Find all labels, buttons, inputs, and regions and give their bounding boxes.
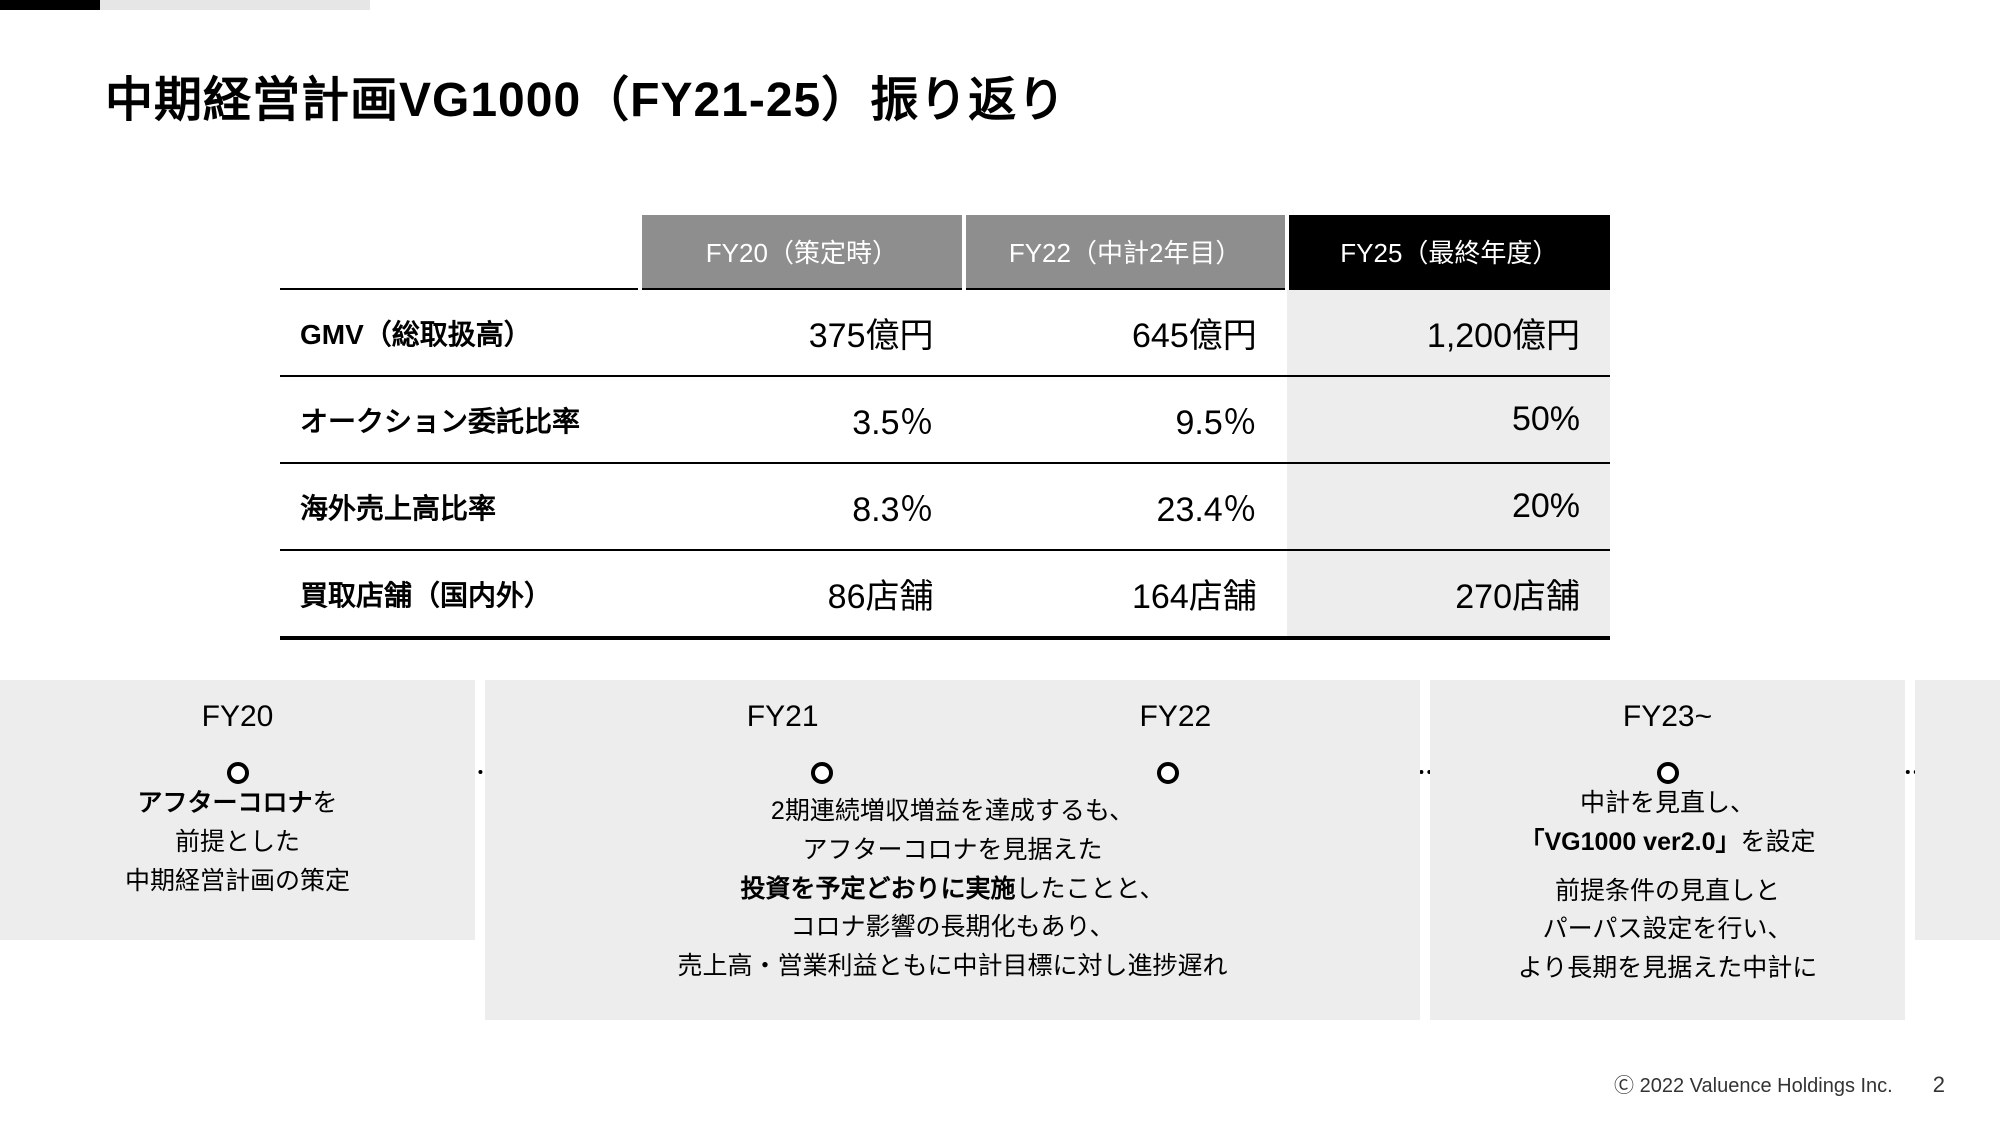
timeline-year: FY20 — [18, 700, 457, 734]
timeline-year: FY21 — [747, 700, 819, 734]
top-accent-gray — [100, 0, 370, 10]
table-row: GMV（総取扱高） 375億円 645億円 1,200億円 — [280, 289, 1610, 376]
timeline-body: アフターコロナを前提とした中期経営計画の策定 — [18, 784, 457, 900]
cell: 645億円 — [964, 289, 1287, 376]
timeline-body: 2期連続増収増益を達成するも、アフターコロナを見据えた投資を予定どおりに実施した… — [503, 792, 1402, 986]
timeline-node-icon — [1657, 762, 1679, 784]
timeline-card-fy23: FY23~ 中計を見直し、「VG1000 ver2.0」を設定前提条件の見直しと… — [1430, 680, 1905, 1020]
timeline-card-fy21-22: FY21 FY22 2期連続増収増益を達成するも、アフターコロナを見据えた投資を… — [485, 680, 1420, 1020]
table-row: オークション委託比率 3.5％ 9.5％ 50% — [280, 376, 1610, 463]
timeline-node-icon — [1157, 762, 1179, 784]
timeline-year: FY22 — [1140, 700, 1212, 734]
page-number: 2 — [1933, 1072, 1945, 1098]
table-corner — [280, 215, 640, 289]
cell: 9.5％ — [964, 376, 1287, 463]
timeline-card-fy20: FY20 アフターコロナを前提とした中期経営計画の策定 — [0, 680, 475, 940]
timeline-year: FY23~ — [1448, 700, 1887, 734]
row-label: 海外売上高比率 — [280, 463, 640, 550]
cell: 50% — [1287, 376, 1610, 463]
row-label: オークション委託比率 — [280, 376, 640, 463]
timeline-card-next — [1915, 680, 2000, 940]
cell: 1,200億円 — [1287, 289, 1610, 376]
cell: 8.3％ — [640, 463, 963, 550]
table-header-fy20: FY20（策定時） — [640, 215, 963, 289]
row-label: GMV（総取扱高） — [280, 289, 640, 376]
cell: 375億円 — [640, 289, 963, 376]
page-title: 中期経営計画VG1000（FY21-25）振り返り — [105, 60, 1066, 130]
cell: 86店舗 — [640, 550, 963, 638]
table-row: 買取店舗（国内外） 86店舗 164店舗 270店舗 — [280, 550, 1610, 638]
timeline-body: 中計を見直し、「VG1000 ver2.0」を設定前提条件の見直しとパーパス設定… — [1448, 784, 1887, 988]
cell: 270店舗 — [1287, 550, 1610, 638]
footer: Ⓒ 2022 Valuence Holdings Inc. 2 — [1614, 1069, 1945, 1098]
table-header-fy25: FY25（最終年度） — [1287, 215, 1610, 289]
table-header-fy22: FY22（中計2年目） — [964, 215, 1287, 289]
cell: 20% — [1287, 463, 1610, 550]
timeline-node-icon — [227, 762, 249, 784]
metrics-table: FY20（策定時） FY22（中計2年目） FY25（最終年度） GMV（総取扱… — [280, 215, 1610, 640]
timeline-node-icon — [811, 762, 833, 784]
row-label: 買取店舗（国内外） — [280, 550, 640, 638]
top-accent-bar — [0, 0, 2000, 10]
cell: 164店舗 — [964, 550, 1287, 638]
timeline: FY20 アフターコロナを前提とした中期経営計画の策定 FY21 FY22 2期… — [0, 680, 2000, 1020]
copyright: Ⓒ 2022 Valuence Holdings Inc. — [1614, 1069, 1893, 1098]
cell: 3.5％ — [640, 376, 963, 463]
top-accent-black — [0, 0, 100, 10]
cell: 23.4％ — [964, 463, 1287, 550]
table-row: 海外売上高比率 8.3％ 23.4％ 20% — [280, 463, 1610, 550]
